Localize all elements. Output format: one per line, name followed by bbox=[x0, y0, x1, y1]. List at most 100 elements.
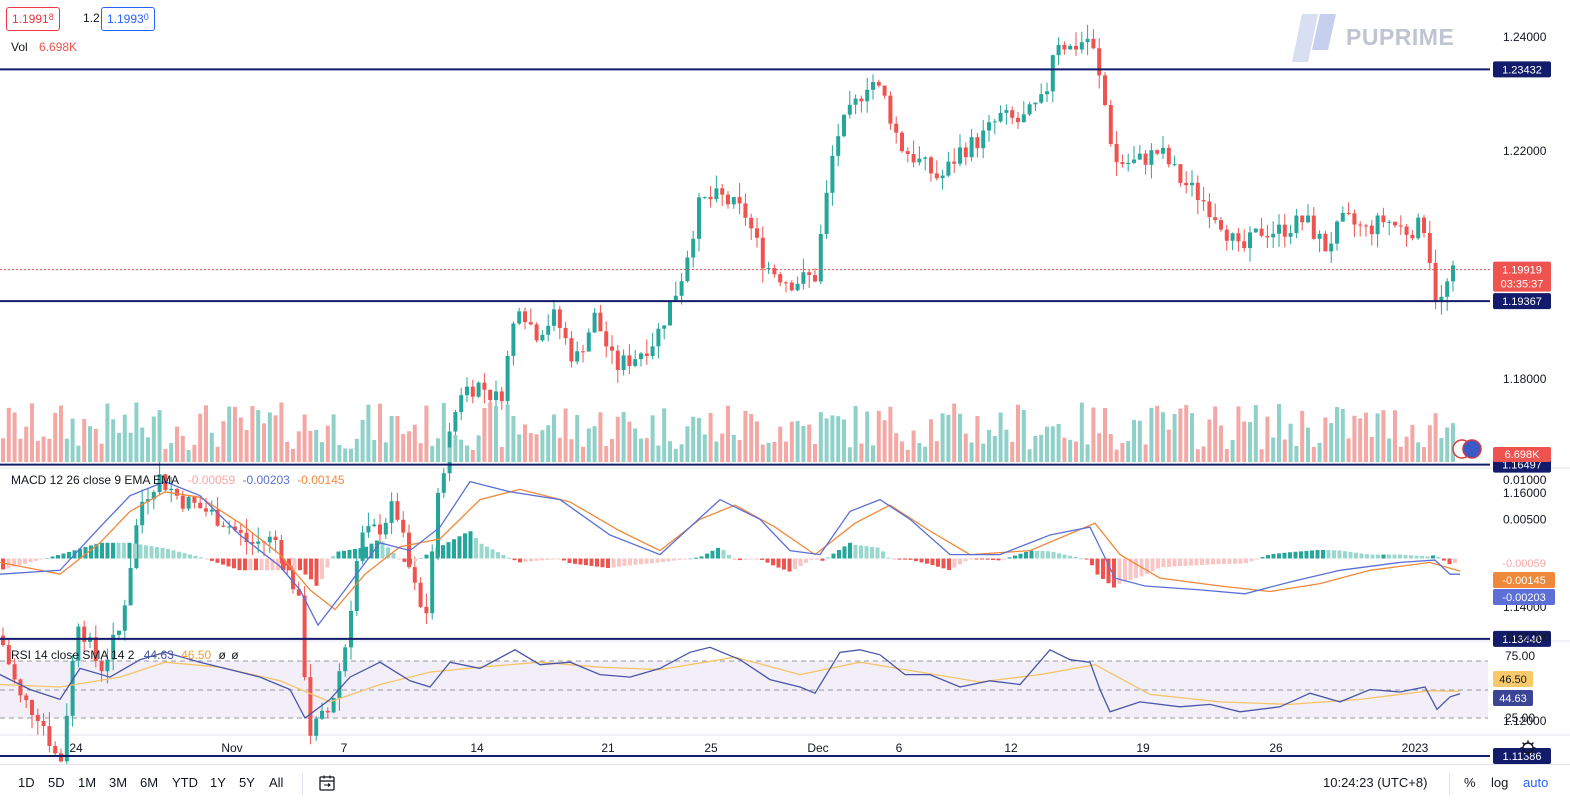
candle bbox=[772, 268, 777, 275]
macd-tick: 0.00500 bbox=[1503, 512, 1547, 526]
macd-hist-bar bbox=[567, 558, 572, 563]
macd-hist-bar bbox=[1167, 558, 1171, 567]
range-5y-button[interactable]: 5Y bbox=[239, 775, 255, 790]
candle bbox=[1335, 221, 1339, 244]
macd-hist-bar bbox=[446, 542, 451, 559]
settings-gear-icon[interactable] bbox=[1520, 740, 1536, 756]
volume-bar bbox=[1294, 445, 1299, 462]
log-scale-button[interactable]: log bbox=[1491, 775, 1509, 790]
macd-value-label: -0.00059 bbox=[1502, 558, 1545, 570]
volume-bar bbox=[1166, 429, 1171, 462]
macd-hist-bar bbox=[1277, 553, 1281, 559]
volume-bar bbox=[673, 448, 678, 462]
candle bbox=[6, 645, 11, 665]
volume-bar bbox=[389, 416, 394, 462]
bid-price-button[interactable]: 1.19918 bbox=[6, 7, 60, 31]
volume-bar bbox=[749, 413, 754, 462]
macd-hist-bar bbox=[534, 558, 539, 561]
candle bbox=[546, 325, 551, 335]
range-3m-button[interactable]: 3M bbox=[109, 775, 128, 790]
macd-hist-bar bbox=[34, 558, 38, 561]
time-tick: 24 bbox=[69, 741, 83, 755]
candle bbox=[702, 196, 707, 198]
last-price-box bbox=[1493, 261, 1551, 292]
candle bbox=[708, 196, 713, 200]
clock-time[interactable]: 10:24:23 (UTC+8) bbox=[1323, 775, 1428, 790]
volume-bar bbox=[198, 413, 203, 462]
volume-bar bbox=[1010, 441, 1015, 462]
volume-bar bbox=[1137, 420, 1142, 462]
range-1m-button[interactable]: 1M bbox=[78, 775, 97, 790]
ask-price-button[interactable]: 1.19930 bbox=[101, 7, 155, 31]
candle bbox=[453, 412, 458, 432]
candle bbox=[981, 130, 986, 149]
candle bbox=[720, 188, 725, 195]
volume-bar bbox=[1074, 441, 1078, 462]
volume-bar bbox=[621, 412, 626, 462]
range-5d-button[interactable]: 5D bbox=[48, 775, 65, 790]
macd-hist-bar bbox=[1403, 554, 1408, 559]
macd-hist-bar bbox=[138, 544, 143, 559]
macd-hist-bar bbox=[540, 558, 544, 561]
volume-bar bbox=[1085, 444, 1090, 462]
volume-bar bbox=[227, 406, 232, 462]
volume-bar bbox=[1410, 424, 1415, 462]
macd-hist-bar bbox=[375, 540, 379, 559]
candle bbox=[523, 311, 527, 323]
range-6m-button[interactable]: 6M bbox=[140, 775, 159, 790]
price-tick: 1.16000 bbox=[1503, 486, 1547, 500]
candle bbox=[1132, 159, 1136, 163]
macd-hist-bar bbox=[716, 547, 720, 559]
volume-bar bbox=[314, 429, 319, 462]
macd-hist-bar bbox=[1205, 558, 1210, 565]
macd-hist-bar bbox=[430, 551, 434, 559]
macd-hist-bar bbox=[292, 558, 297, 571]
macd-hist-bar bbox=[556, 558, 561, 560]
candle bbox=[876, 82, 881, 86]
candle bbox=[1236, 233, 1241, 242]
volume-bar bbox=[76, 445, 81, 462]
macd-hist-bar bbox=[573, 558, 577, 564]
volume-bar bbox=[1062, 437, 1067, 462]
volume-bar bbox=[146, 437, 150, 462]
macd-hist-bar bbox=[1035, 550, 1039, 559]
volume-bar bbox=[1253, 405, 1258, 462]
volume-bar bbox=[604, 445, 609, 462]
range-all-button[interactable]: All bbox=[269, 775, 284, 790]
volume-bar bbox=[1224, 448, 1229, 462]
volume-bar bbox=[169, 443, 174, 462]
volume-bar bbox=[1416, 442, 1421, 462]
macd-hist-bar bbox=[842, 546, 847, 559]
volume-bar bbox=[1317, 442, 1322, 462]
volume-bar bbox=[946, 414, 951, 462]
candle bbox=[1219, 220, 1223, 230]
macd-hist-bar bbox=[776, 558, 781, 568]
time-tick: 21 bbox=[601, 741, 615, 755]
range-1d-button[interactable]: 1D bbox=[18, 775, 35, 790]
volume-bar bbox=[882, 420, 887, 462]
volume-bar bbox=[447, 447, 452, 462]
range-ytd-button[interactable]: YTD bbox=[172, 775, 198, 790]
range-1y-button[interactable]: 1Y bbox=[210, 775, 226, 790]
candle bbox=[1329, 243, 1334, 252]
candle bbox=[1358, 224, 1363, 226]
macd-hist-bar bbox=[463, 533, 467, 559]
candle bbox=[575, 351, 580, 362]
candle bbox=[784, 282, 788, 284]
candle bbox=[1300, 215, 1305, 223]
chart-canvas[interactable]: 1.23432 1.19367 1.16497 1.13440 1.11386 1.199… bbox=[0, 0, 1570, 764]
percent-scale-button[interactable]: % bbox=[1464, 775, 1476, 790]
candle bbox=[1103, 75, 1107, 105]
rsi-tick: 25.00 bbox=[1505, 711, 1535, 725]
volume-bar bbox=[923, 446, 928, 462]
macd-hist-bar bbox=[314, 558, 319, 586]
macd-hist-bar bbox=[1090, 558, 1094, 566]
volume-bar bbox=[250, 406, 255, 462]
auto-scale-button[interactable]: auto bbox=[1523, 775, 1549, 790]
macd-hist-bar bbox=[1447, 558, 1452, 565]
volume-bar bbox=[1230, 440, 1235, 462]
candle bbox=[35, 714, 40, 721]
date-range-icon[interactable] bbox=[318, 774, 336, 792]
candle bbox=[847, 104, 852, 115]
macd-hist-bar bbox=[925, 558, 929, 564]
